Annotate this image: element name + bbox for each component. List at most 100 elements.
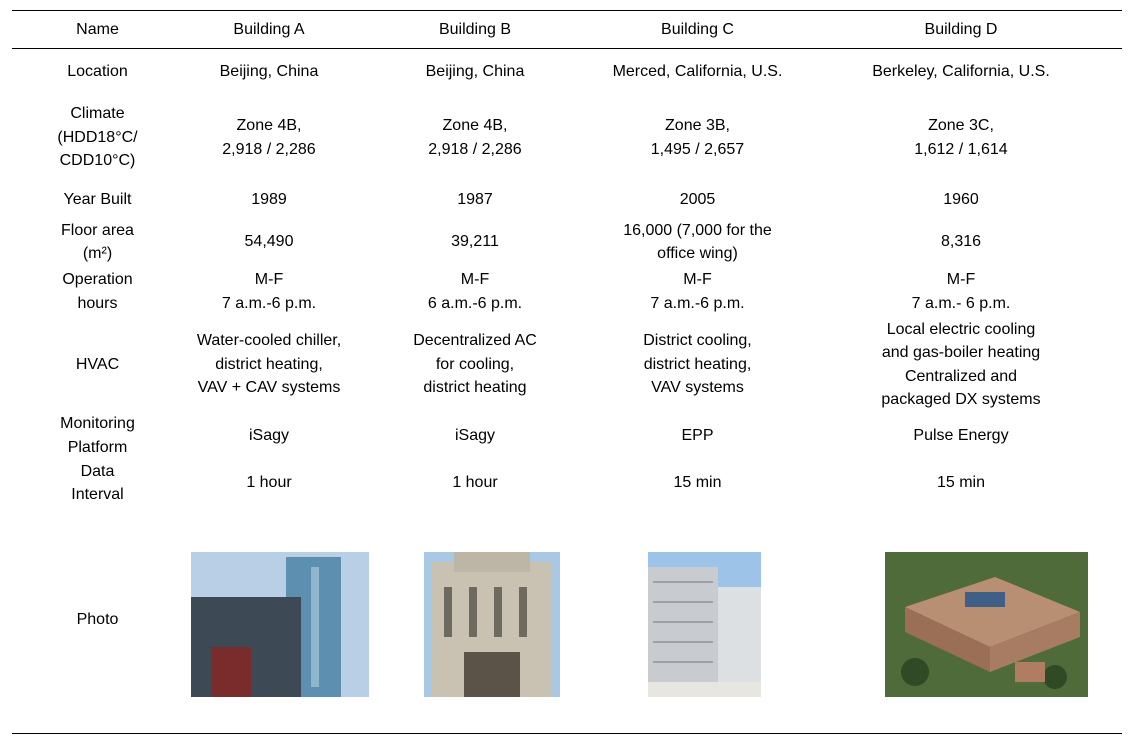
photo-cell xyxy=(183,507,355,734)
cell-line: Local electric cooling xyxy=(800,318,1122,342)
table-cell: Water-cooled chiller,district heating,VA… xyxy=(183,318,355,412)
table-cell: 1989 xyxy=(183,181,355,219)
cell-line: 39,211 xyxy=(355,230,595,254)
table-row: Climate(HDD18°C/CDD10°C)Zone 4B,2,918 / … xyxy=(12,95,1122,181)
cell-line: Water-cooled chiller, xyxy=(183,329,355,353)
cell-line: office wing) xyxy=(595,242,800,266)
cell-line: Merced, California, U.S. xyxy=(595,60,800,84)
cell-line: VAV + CAV systems xyxy=(183,376,355,400)
cell-line: Zone 4B, xyxy=(355,114,595,138)
cell-line: Zone 4B, xyxy=(183,114,355,138)
cell-line: 1 hour xyxy=(183,471,355,495)
cell-line: CDD10°C) xyxy=(12,149,183,173)
table-cell: Zone 3B,1,495 / 2,657 xyxy=(595,95,800,181)
cell-line: 7 a.m.- 6 p.m. xyxy=(800,292,1122,316)
cell-line: district heating, xyxy=(595,353,800,377)
cell-line: packaged DX systems xyxy=(800,388,1122,412)
cell-line: 7 a.m.-6 p.m. xyxy=(183,292,355,316)
table-cell: EPP xyxy=(595,412,800,460)
label-text: Photo xyxy=(77,611,119,628)
cell-line: 16,000 (7,000 for the xyxy=(595,219,800,243)
row-label: HVAC xyxy=(12,318,183,412)
table-cell: 54,490 xyxy=(183,219,355,266)
cell-line: 2,918 / 2,286 xyxy=(355,138,595,162)
table-cell: iSagy xyxy=(355,412,595,460)
cell-line: 1 hour xyxy=(355,471,595,495)
cell-line: (HDD18°C/ xyxy=(12,126,183,150)
photo-cell xyxy=(800,507,1122,734)
cell-line: 15 min xyxy=(595,471,800,495)
cell-line: iSagy xyxy=(355,424,595,448)
cell-line: district heating, xyxy=(183,353,355,377)
cell-line: 6 a.m.-6 p.m. xyxy=(355,292,595,316)
header-cell: Building B xyxy=(355,11,595,49)
header-cell: Building C xyxy=(595,11,800,49)
table-cell: Beijing, China xyxy=(183,49,355,95)
photo xyxy=(885,552,1088,697)
cell-line: Year Built xyxy=(12,188,183,212)
table-cell: 8,316 xyxy=(800,219,1122,266)
row-label: Location xyxy=(12,49,183,95)
photo-row: Photo xyxy=(12,507,1122,734)
photo-cell xyxy=(355,507,595,734)
cell-line: Zone 3C, xyxy=(800,114,1122,138)
photo-cell xyxy=(595,507,800,734)
photo xyxy=(424,552,560,697)
cell-line: Interval xyxy=(12,483,183,507)
table-cell: iSagy xyxy=(183,412,355,460)
cell-line: Decentralized AC xyxy=(355,329,595,353)
page: NameBuilding ABuilding BBuilding CBuildi… xyxy=(0,0,1135,736)
table-cell: District cooling,district heating,VAV sy… xyxy=(595,318,800,412)
cell-line: 8,316 xyxy=(800,230,1122,254)
table-cell: Merced, California, U.S. xyxy=(595,49,800,95)
header-cell: Building A xyxy=(183,11,355,49)
cell-line: Climate xyxy=(12,102,183,126)
table-cell: Berkeley, California, U.S. xyxy=(800,49,1122,95)
table-cell: 39,211 xyxy=(355,219,595,266)
cell-line: iSagy xyxy=(183,424,355,448)
cell-line: Beijing, China xyxy=(355,60,595,84)
cell-line: Beijing, China xyxy=(183,60,355,84)
cell-line: M-F xyxy=(183,268,355,292)
cell-line: Operation xyxy=(12,268,183,292)
table-cell: 1987 xyxy=(355,181,595,219)
cell-line: 7 a.m.-6 p.m. xyxy=(595,292,800,316)
cell-line: (m²) xyxy=(12,242,183,266)
table-cell: 15 min xyxy=(800,460,1122,507)
cell-line: 2,918 / 2,286 xyxy=(183,138,355,162)
cell-line: Location xyxy=(12,60,183,84)
photo xyxy=(648,552,761,697)
cell-line: M-F xyxy=(355,268,595,292)
cell-line: EPP xyxy=(595,424,800,448)
cell-line: 1987 xyxy=(355,188,595,212)
cell-line: Floor area xyxy=(12,219,183,243)
table-cell: Zone 4B,2,918 / 2,286 xyxy=(183,95,355,181)
cell-line: 1960 xyxy=(800,188,1122,212)
table-cell: 1 hour xyxy=(183,460,355,507)
cell-line: VAV systems xyxy=(595,376,800,400)
cell-line: 1,612 / 1,614 xyxy=(800,138,1122,162)
cell-line: 15 min xyxy=(800,471,1122,495)
cell-line: for cooling, xyxy=(355,353,595,377)
table-cell: 15 min xyxy=(595,460,800,507)
cell-line: Zone 3B, xyxy=(595,114,800,138)
cell-line: 2005 xyxy=(595,188,800,212)
